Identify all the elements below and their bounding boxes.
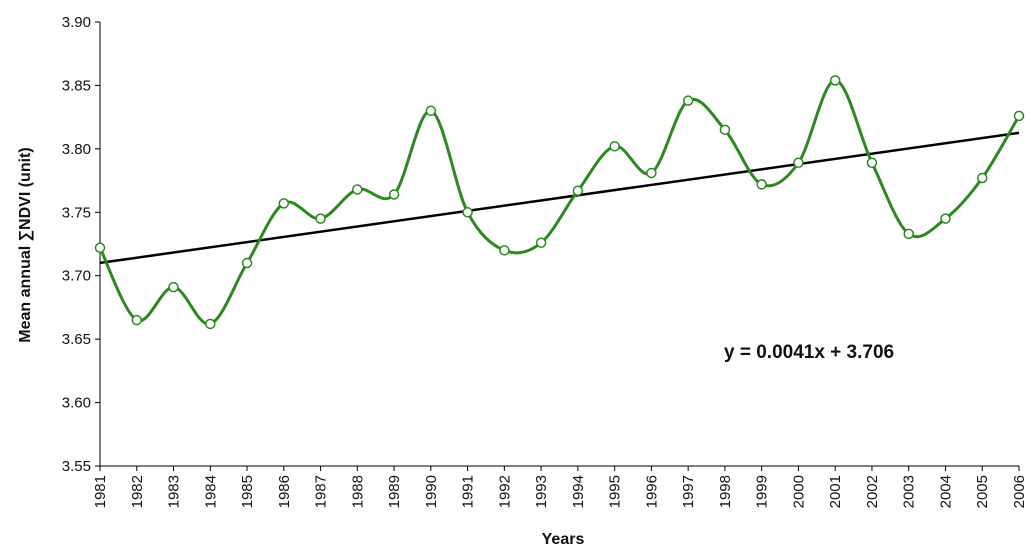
data-point — [499, 245, 510, 256]
x-tick-label: 1982 — [129, 475, 146, 508]
y-tick-label: 3.60 — [62, 395, 91, 412]
data-point — [719, 124, 731, 136]
y-tick-label: 3.90 — [62, 14, 91, 31]
x-tick-label: 1988 — [349, 475, 366, 508]
data-point — [352, 184, 363, 195]
data-point — [756, 179, 767, 190]
data-point — [388, 189, 400, 200]
y-axis: 3.55 3.60 3.65 3.70 3.75 3.80 3.85 3.90 — [62, 14, 101, 475]
data-point — [241, 257, 253, 269]
x-tick-label: 1997 — [680, 475, 697, 508]
trendline-line — [99, 131, 1020, 265]
data-point — [646, 167, 657, 179]
data-point — [866, 157, 878, 169]
x-tick-label: 1999 — [754, 475, 771, 508]
data-point — [535, 237, 547, 248]
y-tick-label: 3.75 — [62, 204, 91, 221]
x-tick-label: 2000 — [790, 475, 807, 508]
y-tick-label: 3.80 — [62, 141, 91, 158]
data-point — [425, 105, 437, 117]
x-tick-label: 2003 — [901, 475, 918, 508]
data-point — [131, 314, 143, 326]
data-point — [572, 185, 584, 196]
x-tick-label: 1998 — [717, 475, 734, 508]
data-point — [940, 213, 951, 224]
x-tick-label: 1994 — [570, 475, 587, 508]
x-tick-label: 1987 — [313, 475, 330, 508]
x-tick-label: 2005 — [974, 475, 991, 508]
data-point — [278, 198, 290, 209]
data-point — [793, 157, 804, 169]
y-tick-label: 3.85 — [62, 77, 91, 94]
x-tick-label: 1981 — [92, 475, 109, 508]
x-tick-label: 1993 — [533, 475, 550, 508]
x-tick-label: 1985 — [239, 475, 256, 508]
x-tick-label: 2004 — [937, 475, 954, 508]
data-point — [315, 213, 326, 224]
x-axis: 1981 1982 1983 1984 1985 1986 1987 1988 1989 1990… — [92, 465, 1025, 508]
y-tick-label: 3.70 — [62, 268, 91, 285]
trendline — [99, 131, 1020, 265]
data-point — [609, 141, 620, 152]
x-tick-label: 1992 — [496, 475, 513, 508]
series-ndvi — [94, 75, 1025, 330]
trendline-equation: y = 0.0041x + 3.706 — [724, 342, 894, 363]
data-point — [1013, 110, 1025, 122]
x-tick-label: 1989 — [386, 475, 403, 508]
data-point — [205, 318, 216, 330]
series-line — [98, 78, 1021, 326]
x-tick-label: 1990 — [423, 475, 440, 508]
data-point — [829, 75, 841, 86]
y-axis-title: Mean annual ∑NDVI (unit) — [17, 147, 34, 342]
x-tick-label: 1986 — [276, 475, 293, 508]
y-tick-label: 3.55 — [62, 458, 91, 475]
x-tick-label: 2002 — [864, 475, 881, 508]
data-point — [94, 242, 106, 254]
data-point — [682, 95, 694, 106]
x-tick-label: 1983 — [166, 475, 183, 508]
x-tick-label: 1996 — [643, 475, 660, 508]
x-tick-label: 1984 — [202, 475, 219, 508]
x-tick-label: 2001 — [827, 475, 844, 508]
x-tick-label: 1991 — [460, 475, 477, 508]
data-point — [976, 172, 988, 184]
data-point — [903, 228, 914, 240]
data-point — [462, 207, 473, 218]
y-tick-label: 3.65 — [62, 331, 91, 348]
x-axis-title: Years — [542, 531, 585, 548]
x-tick-label: 1995 — [607, 475, 624, 508]
x-tick-label: 2006 — [1011, 475, 1025, 508]
data-point — [168, 281, 179, 293]
